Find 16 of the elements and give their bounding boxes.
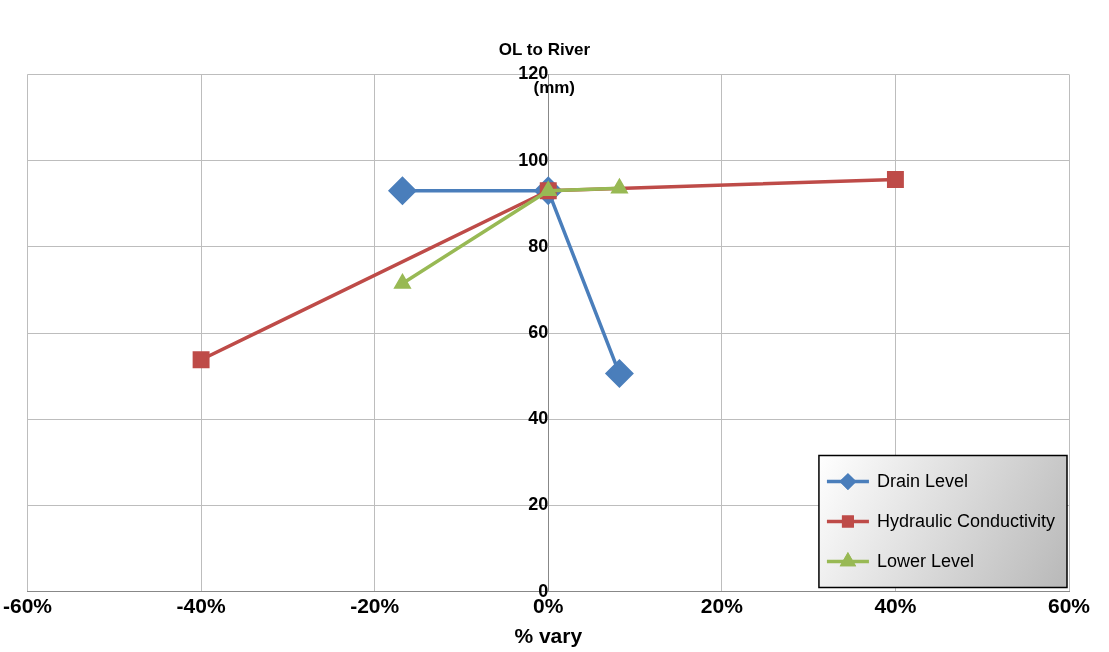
y-tick-label: 60: [528, 321, 549, 342]
legend-label: Lower Level: [876, 550, 974, 571]
y-tick-label: 20: [528, 494, 549, 515]
y-tick-label: 100: [518, 149, 549, 170]
x-tick-label: 40%: [874, 594, 917, 617]
x-tick-label: 20%: [700, 594, 744, 617]
x-tick-label: 60%: [1047, 594, 1091, 617]
x-tick-label: -60%: [3, 594, 53, 617]
x-axis-title: % vary: [514, 624, 583, 648]
legend-label: Hydraulic Conductivity: [876, 510, 1056, 531]
y-tick-label: 80: [528, 235, 549, 256]
x-tick-label: -40%: [176, 594, 226, 617]
x-tick-label: -20%: [350, 594, 400, 617]
legend-label: Drain Level: [876, 470, 968, 491]
y-tick-label: 40: [528, 408, 549, 429]
chart-title: OL to River: [498, 39, 591, 59]
